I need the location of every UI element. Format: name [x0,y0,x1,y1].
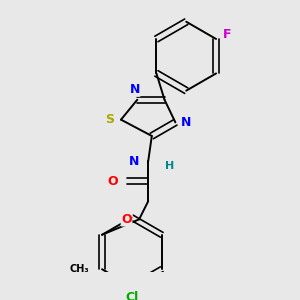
Text: O: O [121,213,132,226]
Text: H: H [164,161,174,171]
Text: N: N [181,116,191,129]
Text: Cl: Cl [125,291,139,300]
Text: F: F [223,28,231,41]
Text: CH₃: CH₃ [70,264,89,274]
Text: O: O [108,175,118,188]
Text: S: S [106,113,115,126]
Text: N: N [129,83,140,96]
Text: N: N [129,155,139,168]
